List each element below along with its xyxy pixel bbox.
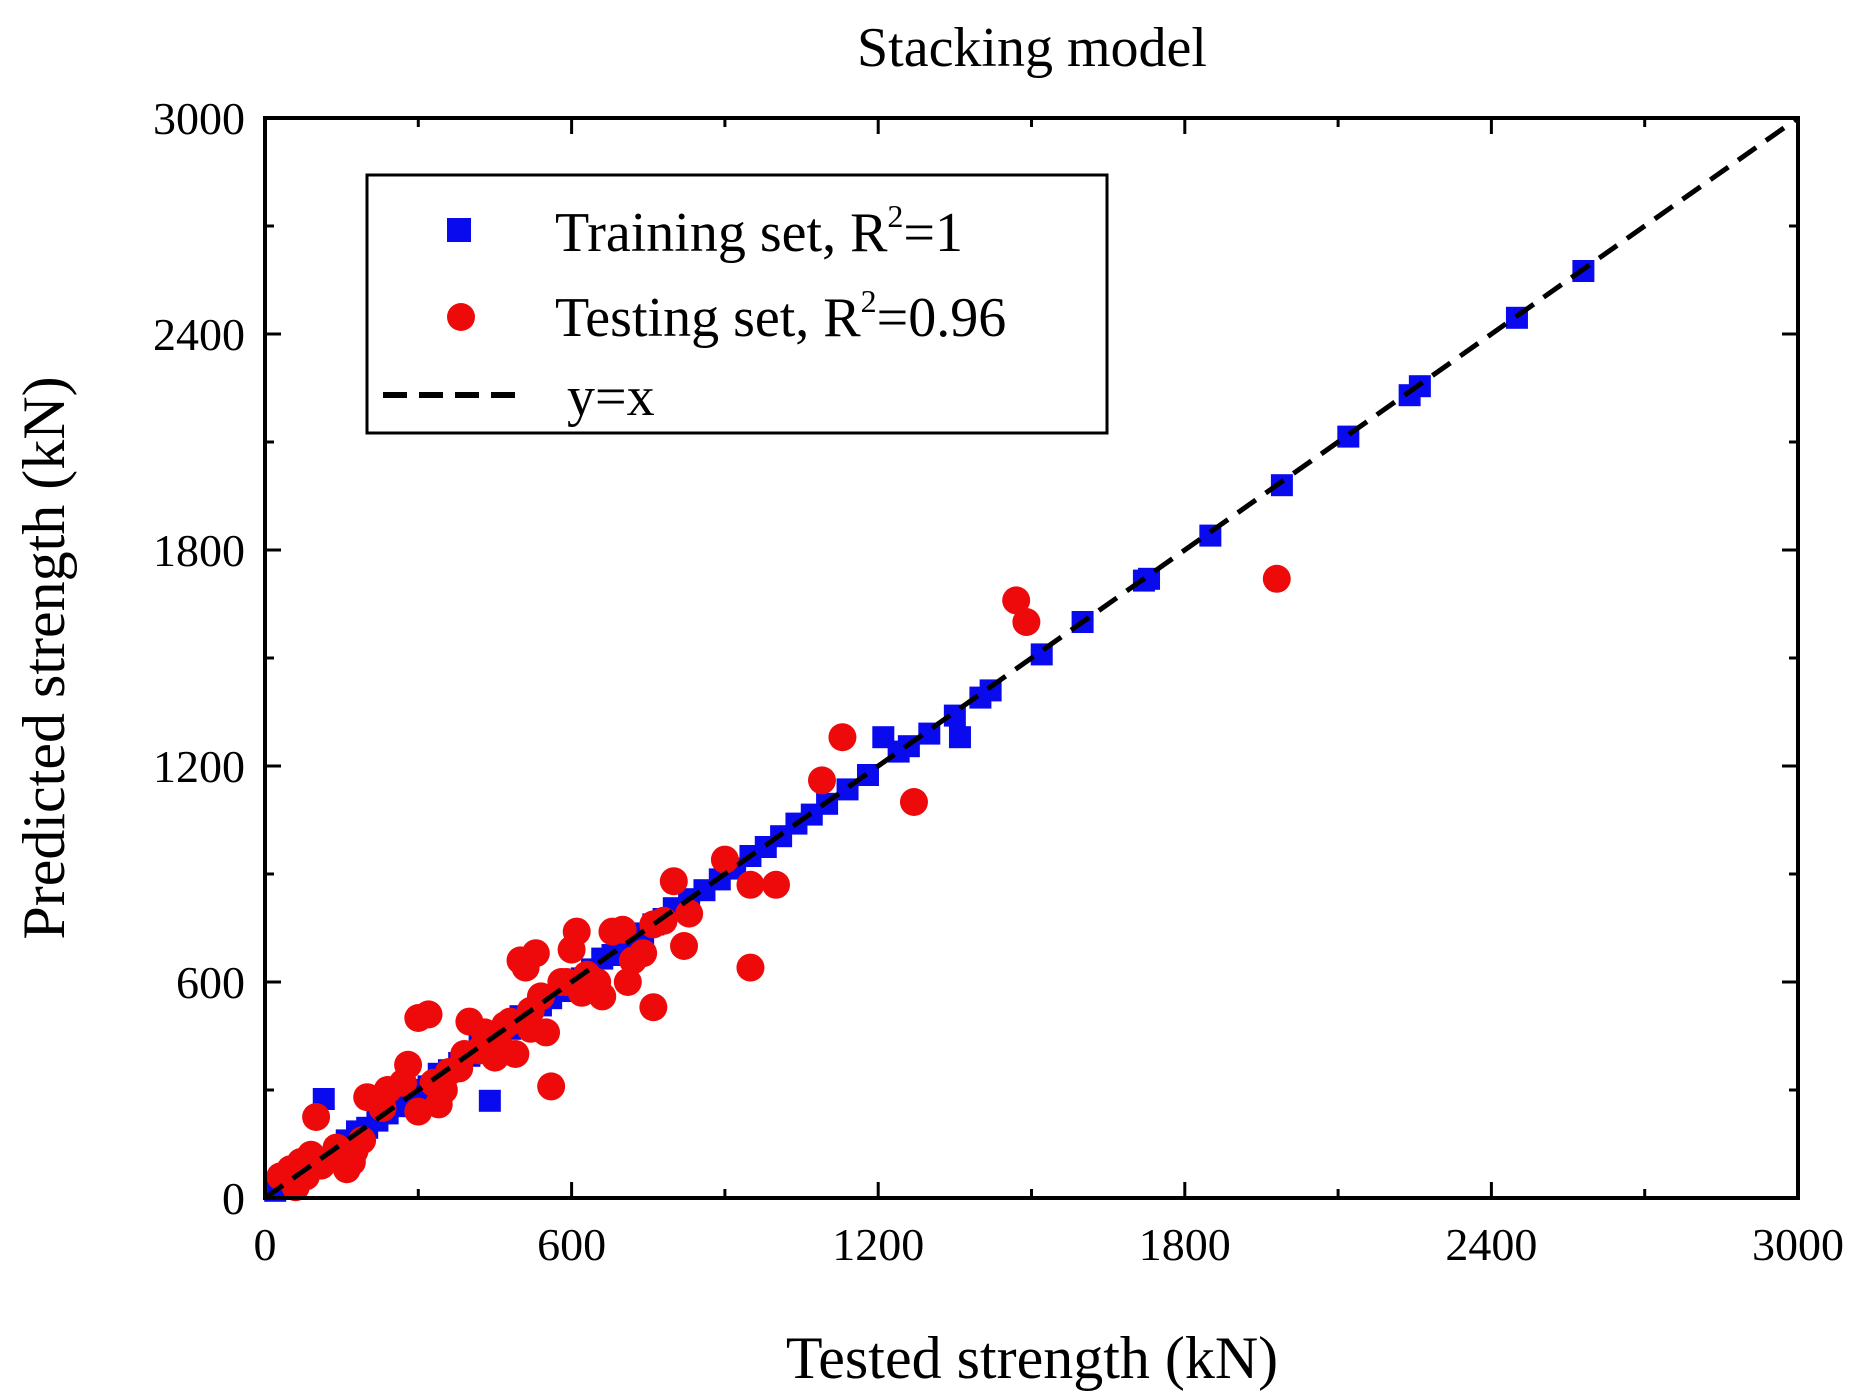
training-point (478, 1089, 501, 1112)
legend-testing-label: Testing set, R2=0.96 (555, 283, 1006, 349)
legend-box (365, 173, 1109, 435)
training-point (943, 704, 966, 727)
y-tick-label: 3000 (153, 93, 245, 144)
x-tick-label: 3000 (1752, 1219, 1844, 1270)
testing-point (807, 766, 836, 795)
testing-point (532, 1018, 561, 1047)
testing-point (302, 1103, 331, 1131)
testing-point (521, 939, 550, 968)
training-point (856, 764, 879, 786)
testing-point (639, 993, 668, 1022)
y-tick-label: 1200 (153, 741, 245, 792)
testing-point (736, 953, 765, 982)
x-tick-label: 2400 (1445, 1219, 1537, 1270)
y-tick-label: 0 (222, 1173, 245, 1224)
testing-set-series (266, 564, 1291, 1202)
legend: Training set, R2=1 Testing set, R2=0.96 … (365, 173, 1109, 435)
testing-point (613, 968, 642, 996)
testing-point (501, 1040, 530, 1068)
y-axis-label: Predicted strength (kN) (11, 376, 77, 939)
testing-point (828, 723, 857, 752)
testing-point (659, 867, 688, 896)
testing-point (394, 1050, 423, 1079)
testing-point (588, 982, 617, 1011)
y-tick-label: 1800 (153, 525, 245, 576)
reference-line-y-equals-x (263, 115, 1800, 1201)
x-tick-label: 1800 (1139, 1219, 1231, 1270)
training-point (948, 726, 971, 749)
testing-point (1012, 608, 1041, 636)
testing-point (710, 845, 739, 874)
testing-point (1262, 564, 1291, 593)
legend-training-square-marker (447, 218, 471, 242)
testing-point (899, 788, 928, 816)
testing-point (670, 932, 699, 960)
x-tick-label: 1200 (832, 1219, 924, 1270)
testing-point (649, 906, 678, 935)
testing-point (762, 870, 790, 899)
legend-reference-line-label: y=x (567, 366, 655, 428)
testing-point (629, 939, 658, 968)
plot-area (263, 115, 1800, 1202)
axis-ticks: 0 600 1200 1800 2400 3000 0 600 1200 1800 2400 3000 (153, 93, 1844, 1270)
testing-point (736, 870, 765, 899)
x-tick-label: 0 (254, 1219, 277, 1270)
testing-point (562, 917, 591, 946)
x-tick-label: 600 (537, 1219, 606, 1270)
testing-point (537, 1072, 566, 1101)
legend-testing-circle-marker (447, 303, 475, 331)
legend-training-label: Training set, R2=1 (555, 198, 963, 264)
testing-point (675, 899, 704, 928)
x-axis-label: Tested strength (kN) (786, 1325, 1278, 1391)
y-tick-label: 2400 (153, 309, 245, 360)
training-point (1270, 474, 1293, 497)
y-tick-label: 600 (176, 957, 245, 1008)
testing-point (1002, 586, 1031, 615)
testing-point (414, 1000, 443, 1029)
testing-point (608, 915, 637, 944)
training-point (1138, 567, 1161, 590)
testing-point (526, 982, 555, 1011)
chart-title: Stacking model (857, 17, 1207, 79)
